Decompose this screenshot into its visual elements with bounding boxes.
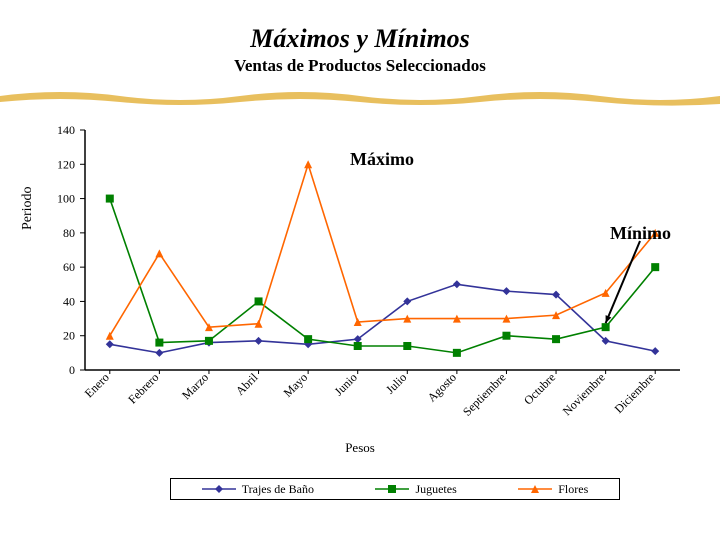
svg-text:Febrero: Febrero bbox=[125, 370, 161, 406]
legend-swatch-trajes bbox=[202, 482, 236, 496]
legend-swatch-juguetes bbox=[375, 482, 409, 496]
svg-text:100: 100 bbox=[57, 192, 75, 206]
svg-text:0: 0 bbox=[69, 363, 75, 377]
svg-text:80: 80 bbox=[63, 226, 75, 240]
svg-text:Junio: Junio bbox=[332, 370, 360, 398]
svg-text:Agosto: Agosto bbox=[425, 370, 459, 404]
svg-text:120: 120 bbox=[57, 157, 75, 171]
svg-text:40: 40 bbox=[63, 294, 75, 308]
svg-text:Marzo: Marzo bbox=[179, 370, 211, 402]
svg-text:Enero: Enero bbox=[82, 370, 112, 400]
svg-text:Julio: Julio bbox=[383, 370, 409, 396]
legend-item-juguetes: Juguetes bbox=[375, 482, 456, 497]
svg-text:Mayo: Mayo bbox=[281, 370, 311, 400]
chart-legend: Trajes de Baño Juguetes Flores bbox=[170, 478, 620, 500]
annotation-minimo: Mínimo bbox=[610, 223, 671, 244]
svg-text:Septiembre: Septiembre bbox=[460, 370, 509, 419]
page-title: Máximos y Mínimos bbox=[0, 24, 720, 54]
svg-text:Octubre: Octubre bbox=[521, 370, 558, 407]
legend-label-flores: Flores bbox=[558, 482, 588, 497]
svg-text:Noviembre: Noviembre bbox=[560, 370, 608, 418]
brush-stroke-decoration bbox=[0, 86, 720, 106]
svg-text:60: 60 bbox=[63, 260, 75, 274]
svg-text:Abril: Abril bbox=[233, 370, 261, 398]
legend-swatch-flores bbox=[518, 482, 552, 496]
legend-item-trajes: Trajes de Baño bbox=[202, 482, 314, 497]
x-axis-title: Pesos bbox=[30, 440, 690, 456]
svg-text:Diciembre: Diciembre bbox=[612, 370, 658, 416]
legend-label-trajes: Trajes de Baño bbox=[242, 482, 314, 497]
legend-item-flores: Flores bbox=[518, 482, 588, 497]
annotation-maximo: Máximo bbox=[350, 149, 414, 170]
chart-container: 0 20 40 60 80 100 120 140 Enero Febrero Marzo Abril… bbox=[30, 120, 690, 500]
legend-label-juguetes: Juguetes bbox=[415, 482, 456, 497]
page-subtitle: Ventas de Productos Seleccionados bbox=[0, 56, 720, 76]
svg-text:140: 140 bbox=[57, 123, 75, 137]
svg-text:20: 20 bbox=[63, 329, 75, 343]
y-axis-title: Periodo bbox=[20, 186, 36, 230]
